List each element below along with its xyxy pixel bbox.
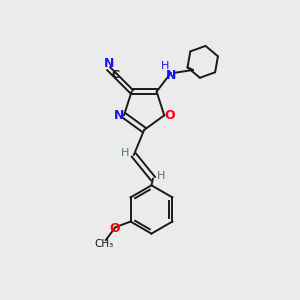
Text: C: C <box>111 70 119 80</box>
Text: H: H <box>161 61 169 71</box>
Text: O: O <box>164 109 175 122</box>
Text: N: N <box>114 109 124 122</box>
Text: N: N <box>103 57 114 70</box>
Text: N: N <box>166 69 177 82</box>
Text: O: O <box>109 222 120 235</box>
Text: CH₃: CH₃ <box>94 239 114 249</box>
Text: H: H <box>122 148 130 158</box>
Text: H: H <box>157 171 165 181</box>
